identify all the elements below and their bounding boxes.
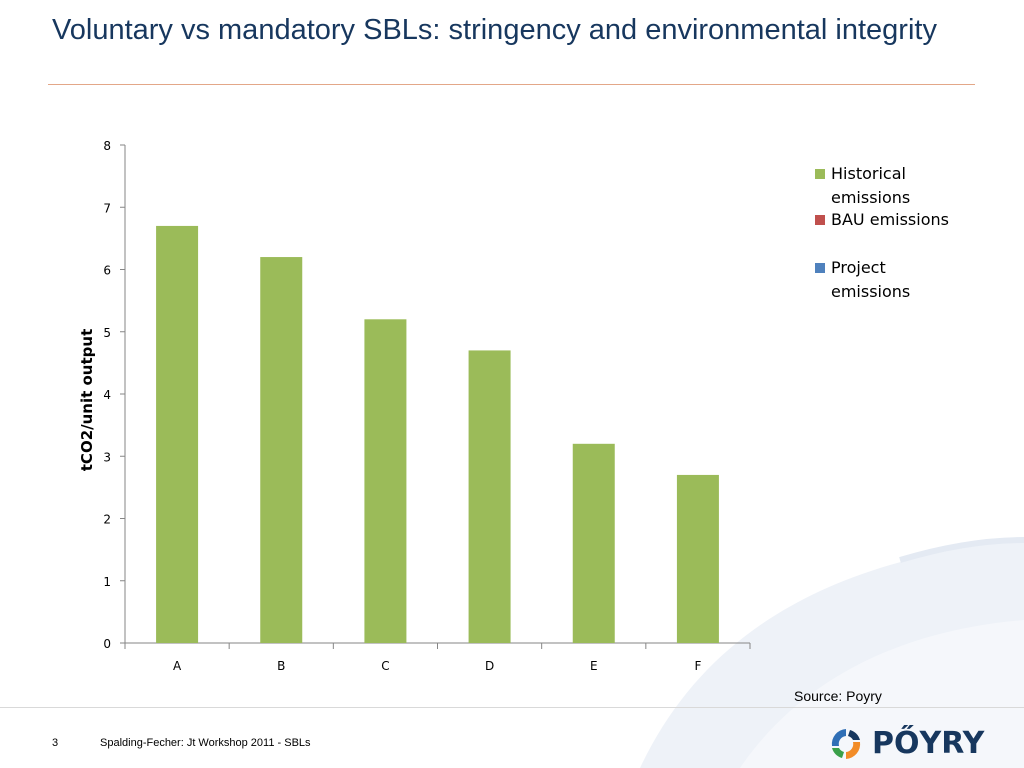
slide-title: Voluntary vs mandatory SBLs: stringency …	[52, 14, 937, 46]
bar-a	[156, 225, 199, 644]
page-number: 3	[52, 737, 59, 749]
legend-item: Project emissions	[815, 256, 961, 304]
legend-label: BAU emissions	[831, 210, 949, 229]
y-tick-label: 3	[103, 450, 111, 464]
legend-swatch	[815, 169, 825, 179]
bar-e	[572, 443, 615, 643]
x-tick-label: C	[381, 659, 389, 673]
legend-label: Project emissions	[831, 258, 911, 301]
footer-divider	[0, 707, 1024, 708]
legend-label: Historical emissions	[831, 164, 911, 207]
source-note: Source: Poyry	[794, 688, 882, 704]
y-axis-title: tCO2/unit output	[78, 329, 96, 471]
y-tick-label: 8	[103, 139, 111, 153]
logo-wordmark: PŐYRY	[872, 726, 985, 761]
poyry-logo-icon	[831, 729, 861, 759]
x-tick-label: E	[590, 659, 598, 673]
legend-swatch	[815, 263, 825, 273]
x-tick-label: A	[173, 659, 182, 673]
bar-c	[364, 319, 407, 643]
poyry-logo: PŐYRY	[828, 726, 1018, 762]
y-tick-label: 4	[103, 388, 111, 402]
legend-item: Historical emissions	[815, 162, 961, 210]
y-tick-label: 2	[103, 513, 111, 527]
legend-swatch	[815, 215, 825, 225]
footer-text: Spalding-Fecher: Jt Workshop 2011 - SBLs	[100, 737, 311, 749]
y-tick-label: 7	[103, 201, 111, 215]
title-divider	[48, 84, 975, 85]
x-tick-label: F	[694, 659, 701, 673]
bar-d	[468, 350, 511, 643]
y-tick-label: 5	[103, 326, 111, 340]
y-tick-label: 6	[103, 264, 111, 278]
y-tick-label: 0	[103, 637, 111, 651]
bar-b	[260, 257, 303, 643]
legend-item: BAU emissions	[815, 208, 961, 232]
x-tick-label: B	[277, 659, 285, 673]
y-tick-label: 1	[103, 575, 111, 589]
x-tick-label: D	[485, 659, 494, 673]
bar-f	[676, 474, 719, 643]
